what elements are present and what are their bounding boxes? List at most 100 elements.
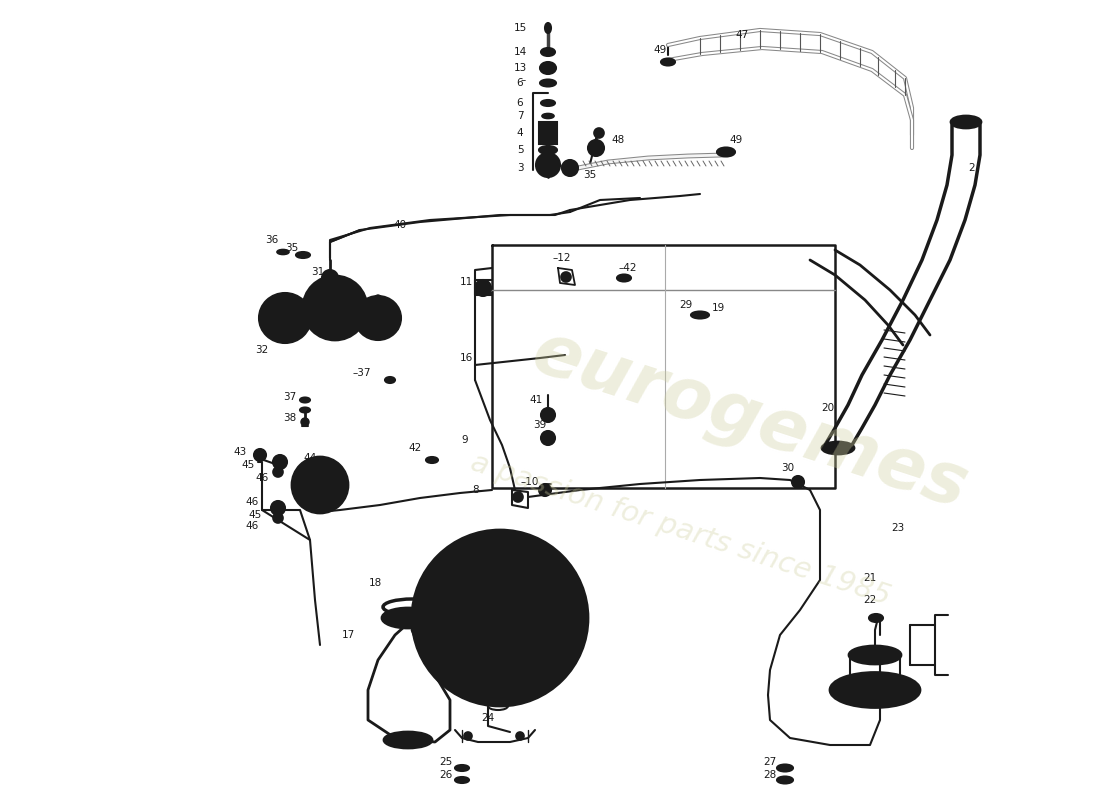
Circle shape	[412, 530, 588, 706]
Circle shape	[375, 295, 381, 301]
Ellipse shape	[384, 732, 432, 748]
Text: 37: 37	[284, 392, 297, 402]
Text: –42: –42	[618, 263, 637, 273]
Ellipse shape	[360, 301, 396, 335]
Circle shape	[314, 286, 358, 330]
Text: 22: 22	[864, 595, 877, 605]
Text: –10: –10	[520, 477, 539, 487]
Text: 14: 14	[514, 47, 527, 57]
Text: 7: 7	[517, 111, 524, 121]
Text: 2: 2	[969, 163, 976, 173]
Ellipse shape	[691, 311, 710, 318]
Circle shape	[542, 159, 554, 171]
Ellipse shape	[455, 765, 469, 771]
Circle shape	[492, 610, 508, 626]
Ellipse shape	[717, 147, 735, 157]
Ellipse shape	[621, 276, 627, 280]
Text: 24: 24	[482, 713, 495, 723]
Ellipse shape	[869, 614, 883, 622]
Circle shape	[393, 325, 398, 331]
Text: 26: 26	[439, 770, 452, 780]
Circle shape	[301, 418, 309, 426]
Text: 45: 45	[249, 510, 262, 520]
Circle shape	[326, 274, 334, 282]
Text: 6: 6	[517, 98, 524, 108]
Text: 48: 48	[612, 135, 625, 145]
Text: 49: 49	[729, 135, 743, 145]
Ellipse shape	[544, 65, 552, 71]
Text: 9: 9	[462, 435, 469, 445]
Circle shape	[271, 501, 285, 515]
Text: 36: 36	[265, 235, 278, 245]
Ellipse shape	[544, 23, 551, 33]
Ellipse shape	[956, 118, 976, 126]
Ellipse shape	[849, 646, 901, 664]
Text: 47: 47	[736, 30, 749, 40]
Circle shape	[464, 732, 472, 740]
Circle shape	[516, 732, 524, 740]
Circle shape	[292, 457, 348, 513]
Ellipse shape	[543, 147, 553, 153]
Text: 15: 15	[514, 23, 527, 33]
Text: 31: 31	[311, 267, 324, 277]
Circle shape	[300, 465, 340, 505]
Circle shape	[536, 153, 560, 177]
Ellipse shape	[543, 81, 553, 85]
Circle shape	[465, 583, 535, 653]
Ellipse shape	[540, 62, 556, 74]
Ellipse shape	[830, 673, 920, 707]
Text: 44: 44	[304, 453, 317, 463]
Text: 40: 40	[394, 220, 407, 230]
Circle shape	[539, 484, 551, 496]
Text: 18: 18	[446, 577, 459, 587]
Text: 20: 20	[822, 403, 835, 413]
Ellipse shape	[661, 58, 675, 66]
Ellipse shape	[781, 766, 789, 770]
Circle shape	[254, 449, 266, 461]
Circle shape	[448, 566, 552, 670]
Text: 17: 17	[341, 630, 354, 640]
Bar	[539, 122, 557, 144]
Text: 49: 49	[653, 45, 667, 55]
Ellipse shape	[258, 293, 311, 343]
Ellipse shape	[300, 407, 310, 413]
Text: 11: 11	[460, 277, 473, 287]
Text: 28: 28	[763, 770, 777, 780]
Text: –12: –12	[552, 253, 571, 263]
Text: 5: 5	[517, 145, 524, 155]
Circle shape	[302, 276, 367, 340]
Ellipse shape	[544, 102, 552, 105]
Circle shape	[273, 455, 287, 469]
Circle shape	[562, 160, 578, 176]
Text: 8–: 8–	[472, 485, 484, 495]
Circle shape	[561, 272, 571, 282]
Ellipse shape	[855, 649, 895, 661]
Ellipse shape	[263, 297, 307, 339]
Text: 3: 3	[517, 163, 524, 173]
Text: 27: 27	[763, 757, 777, 767]
Text: 38: 38	[284, 413, 297, 423]
Ellipse shape	[822, 442, 854, 454]
Circle shape	[275, 505, 280, 511]
Text: 42: 42	[408, 443, 421, 453]
Ellipse shape	[781, 778, 789, 782]
Ellipse shape	[542, 114, 554, 118]
Text: 21: 21	[864, 573, 877, 583]
Text: –37: –37	[353, 368, 372, 378]
Circle shape	[358, 325, 364, 331]
Ellipse shape	[355, 296, 402, 340]
Ellipse shape	[388, 611, 428, 625]
Circle shape	[792, 476, 804, 488]
Ellipse shape	[952, 116, 981, 128]
Circle shape	[588, 140, 604, 156]
Circle shape	[330, 303, 340, 313]
Text: 33: 33	[339, 298, 352, 308]
Ellipse shape	[458, 778, 466, 782]
Ellipse shape	[539, 146, 557, 154]
Text: 41: 41	[529, 395, 542, 405]
Ellipse shape	[455, 777, 469, 783]
Ellipse shape	[544, 50, 552, 54]
Text: 25: 25	[439, 757, 452, 767]
Text: 46: 46	[245, 521, 258, 531]
Text: 39: 39	[534, 420, 547, 430]
